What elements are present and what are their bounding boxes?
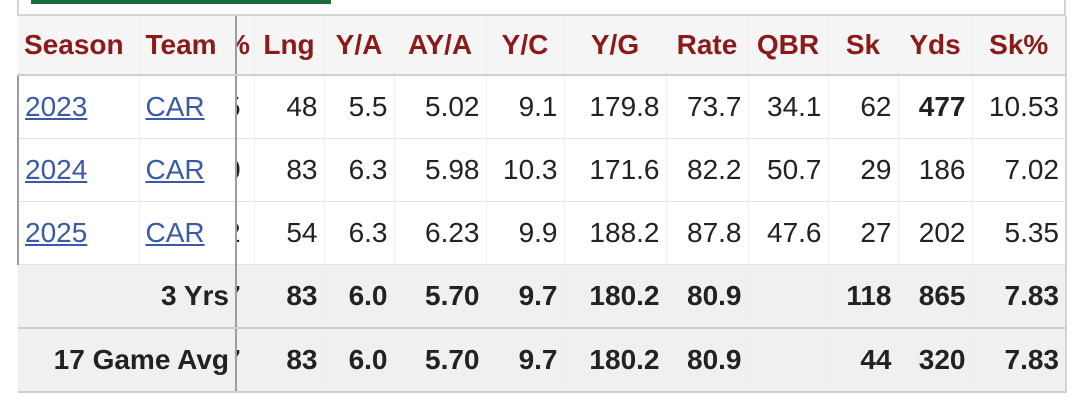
- season-cell[interactable]: 2023: [17, 75, 140, 139]
- totals-row: 3 Yrs 7 83 6.0 5.70 9.7 180.2 80.9 118 8…: [18, 264, 1067, 329]
- col-header-yc[interactable]: Y/C: [486, 16, 565, 76]
- team-link[interactable]: CAR: [145, 154, 205, 185]
- yds-cell: 202: [898, 201, 973, 265]
- lng-cell: 48: [254, 75, 325, 139]
- season-cell[interactable]: 2024: [17, 138, 140, 202]
- totals-label: 3 Yrs: [18, 264, 237, 329]
- active-tab-indicator[interactable]: [31, 0, 331, 4]
- table-row: 2025 CAR 2 54 6.3 6.23 9.9 188.2 87.8 47…: [17, 201, 1067, 265]
- col-header-lng[interactable]: Lng: [254, 16, 325, 76]
- qbr-cell: 47.6: [748, 201, 829, 265]
- season-cell[interactable]: 2025: [17, 201, 140, 265]
- team-link[interactable]: CAR: [145, 217, 205, 248]
- col-header-skpct[interactable]: Sk%: [972, 16, 1067, 76]
- aya-cell: 6.23: [394, 201, 487, 265]
- yc-cell: 9.9: [486, 201, 565, 265]
- yg-cell: 179.8: [564, 75, 667, 139]
- clipped-cell-text: 5: [238, 91, 241, 123]
- clipped-cell: 0: [235, 138, 255, 202]
- yc-cell: 9.7: [486, 264, 565, 329]
- skpct-cell: 10.53: [972, 75, 1067, 139]
- table-row: 2024 CAR 0 83 6.3 5.98 10.3 171.6 82.2 5…: [17, 138, 1067, 202]
- col-header-qbr[interactable]: QBR: [748, 16, 829, 76]
- sk-cell: 44: [828, 328, 899, 393]
- header-row: Season Team % Lng Y/A AY/A Y/C Y/G Rate …: [18, 16, 1067, 76]
- col-header-sk[interactable]: Sk: [828, 16, 899, 76]
- team-cell[interactable]: CAR: [139, 201, 237, 265]
- clipped-cell-text: 2: [238, 217, 241, 249]
- passing-stats-table: Season Team % Lng Y/A AY/A Y/C Y/G Rate …: [17, 16, 1067, 393]
- yds-cell: 865: [898, 264, 973, 329]
- col-header-yds[interactable]: Yds: [898, 16, 973, 76]
- qbr-cell: [748, 328, 829, 393]
- sk-cell: 27: [828, 201, 899, 265]
- totals-row: 17 Game Avg 7 83 6.0 5.70 9.7 180.2 80.9…: [18, 328, 1067, 393]
- qbr-cell: 50.7: [748, 138, 829, 202]
- skpct-cell: 7.83: [972, 264, 1067, 329]
- lng-cell: 83: [254, 328, 325, 393]
- col-header-clipped[interactable]: %: [235, 16, 255, 76]
- ya-cell: 6.3: [324, 138, 395, 202]
- rate-cell: 80.9: [666, 328, 749, 393]
- qbr-cell: 34.1: [748, 75, 829, 139]
- sk-cell: 62: [828, 75, 899, 139]
- lng-cell: 83: [254, 138, 325, 202]
- col-header-clipped-text: %: [238, 29, 250, 61]
- rate-cell: 80.9: [666, 264, 749, 329]
- clipped-cell-text: 7: [238, 344, 241, 376]
- yg-cell: 171.6: [564, 138, 667, 202]
- season-link[interactable]: 2025: [25, 217, 88, 248]
- yds-cell: 186: [898, 138, 973, 202]
- clipped-cell: 7: [235, 328, 255, 393]
- aya-cell: 5.98: [394, 138, 487, 202]
- team-link[interactable]: CAR: [145, 91, 205, 122]
- rate-cell: 73.7: [666, 75, 749, 139]
- season-link[interactable]: 2023: [25, 91, 88, 122]
- yg-cell: 180.2: [564, 328, 667, 393]
- rate-cell: 82.2: [666, 138, 749, 202]
- season-link[interactable]: 2024: [25, 154, 88, 185]
- clipped-cell: 2: [235, 201, 255, 265]
- ya-cell: 6.0: [324, 264, 395, 329]
- team-cell[interactable]: CAR: [139, 138, 237, 202]
- ya-cell: 6.0: [324, 328, 395, 393]
- skpct-cell: 5.35: [972, 201, 1067, 265]
- sk-cell: 118: [828, 264, 899, 329]
- yc-cell: 10.3: [486, 138, 565, 202]
- ya-cell: 5.5: [324, 75, 395, 139]
- aya-cell: 5.70: [394, 264, 487, 329]
- team-cell[interactable]: CAR: [139, 75, 237, 139]
- skpct-cell: 7.83: [972, 328, 1067, 393]
- col-header-rate[interactable]: Rate: [666, 16, 749, 76]
- yc-cell: 9.1: [486, 75, 565, 139]
- lng-cell: 54: [254, 201, 325, 265]
- yg-cell: 188.2: [564, 201, 667, 265]
- rate-cell: 87.8: [666, 201, 749, 265]
- lng-cell: 83: [254, 264, 325, 329]
- totals-label: 17 Game Avg: [18, 328, 237, 393]
- yg-cell: 180.2: [564, 264, 667, 329]
- col-header-yg[interactable]: Y/G: [564, 16, 667, 76]
- col-header-season[interactable]: Season: [18, 16, 140, 76]
- qbr-cell: [748, 264, 829, 329]
- clipped-cell-text: 7: [238, 280, 241, 312]
- sk-cell: 29: [828, 138, 899, 202]
- table-toolbar: [17, 0, 1066, 16]
- col-header-team[interactable]: Team: [139, 16, 237, 76]
- skpct-cell: 7.02: [972, 138, 1067, 202]
- yds-cell: 320: [898, 328, 973, 393]
- aya-cell: 5.70: [394, 328, 487, 393]
- clipped-cell: 5: [235, 75, 255, 139]
- yds-cell: 477: [898, 75, 973, 139]
- clipped-cell-text: 0: [238, 154, 241, 186]
- yc-cell: 9.7: [486, 328, 565, 393]
- clipped-cell: 7: [235, 264, 255, 329]
- col-header-aya[interactable]: AY/A: [394, 16, 487, 76]
- table-row: 2023 CAR 5 48 5.5 5.02 9.1 179.8 73.7 34…: [17, 75, 1067, 139]
- col-header-ya[interactable]: Y/A: [324, 16, 395, 76]
- aya-cell: 5.02: [394, 75, 487, 139]
- ya-cell: 6.3: [324, 201, 395, 265]
